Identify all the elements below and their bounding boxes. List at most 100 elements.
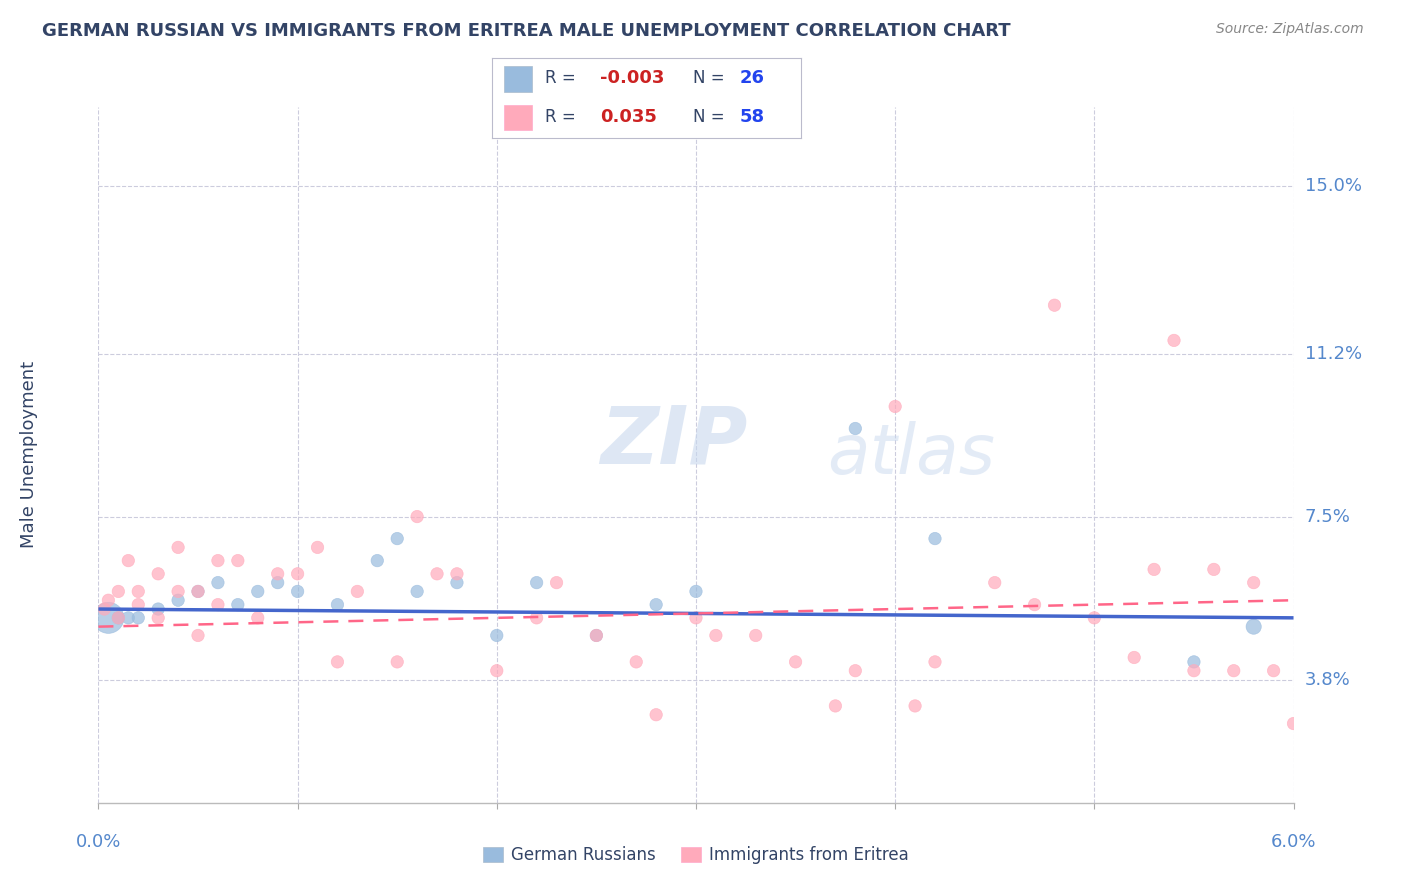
Point bbox=[1123, 650, 1146, 665]
Point bbox=[406, 509, 429, 524]
Point bbox=[187, 628, 209, 642]
Point bbox=[585, 628, 607, 642]
Point bbox=[1282, 716, 1305, 731]
Point bbox=[924, 532, 946, 546]
Point bbox=[167, 593, 190, 607]
Point bbox=[924, 655, 946, 669]
Bar bbox=[505, 66, 533, 92]
Text: 7.5%: 7.5% bbox=[1305, 508, 1351, 525]
Text: 11.2%: 11.2% bbox=[1305, 344, 1362, 363]
Text: GERMAN RUSSIAN VS IMMIGRANTS FROM ERITREA MALE UNEMPLOYMENT CORRELATION CHART: GERMAN RUSSIAN VS IMMIGRANTS FROM ERITRE… bbox=[42, 22, 1011, 40]
Bar bbox=[505, 104, 533, 130]
Point bbox=[246, 584, 269, 599]
Point bbox=[148, 602, 170, 616]
Point bbox=[406, 584, 429, 599]
Point bbox=[1202, 562, 1225, 576]
Legend: German Russians, Immigrants from Eritrea: German Russians, Immigrants from Eritrea bbox=[477, 839, 915, 871]
Point bbox=[207, 553, 229, 567]
Point bbox=[346, 584, 368, 599]
Text: 0.0%: 0.0% bbox=[76, 833, 121, 851]
Point bbox=[167, 584, 190, 599]
Point bbox=[585, 628, 607, 642]
Point bbox=[226, 553, 249, 567]
Point bbox=[1263, 664, 1285, 678]
Point bbox=[117, 553, 139, 567]
Point bbox=[446, 566, 468, 581]
Point bbox=[704, 628, 727, 642]
Point bbox=[983, 575, 1005, 590]
Point bbox=[1302, 620, 1324, 634]
Point bbox=[1083, 611, 1105, 625]
Point bbox=[685, 584, 707, 599]
Point bbox=[127, 584, 149, 599]
Text: 15.0%: 15.0% bbox=[1305, 178, 1361, 195]
Point bbox=[1243, 575, 1265, 590]
Text: Male Unemployment: Male Unemployment bbox=[20, 361, 38, 549]
Text: R =: R = bbox=[544, 70, 575, 87]
Point bbox=[624, 655, 647, 669]
Point bbox=[148, 611, 170, 625]
Point bbox=[426, 566, 449, 581]
Point bbox=[187, 584, 209, 599]
Point bbox=[1343, 716, 1365, 731]
Text: N =: N = bbox=[693, 108, 724, 126]
Text: 0.035: 0.035 bbox=[600, 108, 657, 126]
Point bbox=[645, 707, 668, 722]
Point bbox=[385, 655, 409, 669]
Point bbox=[1182, 664, 1205, 678]
Point bbox=[307, 541, 329, 555]
Point bbox=[844, 421, 866, 435]
Text: R =: R = bbox=[544, 108, 575, 126]
Text: ZIP: ZIP bbox=[600, 402, 748, 480]
Point bbox=[1163, 334, 1185, 348]
Text: -0.003: -0.003 bbox=[600, 70, 665, 87]
Point bbox=[97, 611, 120, 625]
Point bbox=[326, 598, 349, 612]
Point bbox=[326, 655, 349, 669]
Point bbox=[1043, 298, 1066, 312]
Point bbox=[267, 575, 290, 590]
Text: N =: N = bbox=[693, 70, 724, 87]
Point bbox=[485, 664, 508, 678]
Point bbox=[1322, 575, 1344, 590]
Point bbox=[844, 664, 866, 678]
Point bbox=[107, 611, 129, 625]
Point bbox=[97, 593, 120, 607]
Text: 26: 26 bbox=[740, 70, 765, 87]
Point bbox=[207, 598, 229, 612]
Text: 3.8%: 3.8% bbox=[1305, 671, 1350, 689]
Point bbox=[246, 611, 269, 625]
Point bbox=[884, 400, 907, 414]
Text: 6.0%: 6.0% bbox=[1271, 833, 1316, 851]
Point bbox=[287, 584, 309, 599]
Point bbox=[93, 602, 115, 616]
Point bbox=[785, 655, 807, 669]
Point bbox=[107, 611, 129, 625]
Point bbox=[1362, 707, 1385, 722]
Point bbox=[1024, 598, 1046, 612]
Point bbox=[385, 532, 409, 546]
Point bbox=[366, 553, 388, 567]
Point bbox=[127, 611, 149, 625]
Text: atlas: atlas bbox=[827, 421, 995, 489]
Point bbox=[267, 566, 290, 581]
Point bbox=[526, 611, 548, 625]
Point bbox=[485, 628, 508, 642]
Point bbox=[287, 566, 309, 581]
Point bbox=[226, 598, 249, 612]
Point bbox=[167, 541, 190, 555]
Point bbox=[117, 611, 139, 625]
Point bbox=[824, 698, 846, 713]
Point bbox=[546, 575, 568, 590]
Point bbox=[107, 584, 129, 599]
Point bbox=[207, 575, 229, 590]
Point bbox=[685, 611, 707, 625]
Point bbox=[526, 575, 548, 590]
Point bbox=[1143, 562, 1166, 576]
Point bbox=[446, 575, 468, 590]
Point bbox=[1182, 655, 1205, 669]
Point bbox=[745, 628, 768, 642]
Point bbox=[1243, 620, 1265, 634]
Text: Source: ZipAtlas.com: Source: ZipAtlas.com bbox=[1216, 22, 1364, 37]
Point bbox=[1223, 664, 1246, 678]
